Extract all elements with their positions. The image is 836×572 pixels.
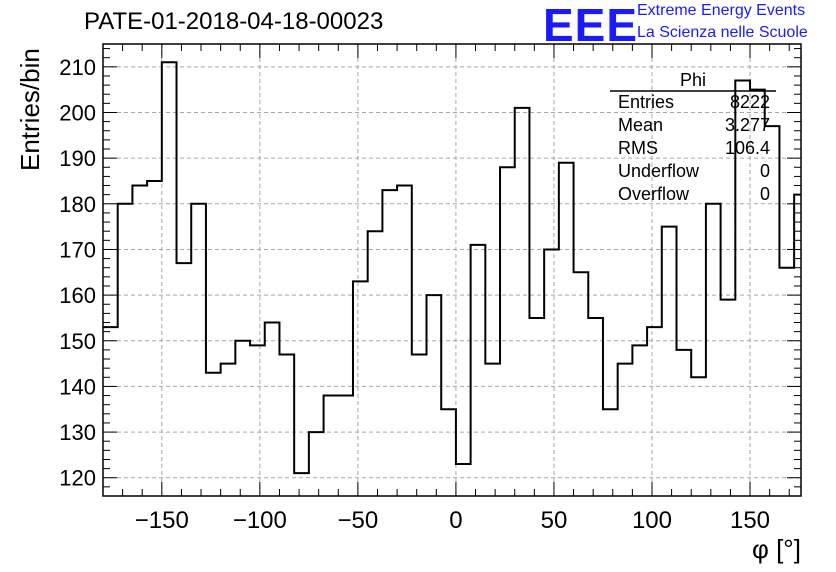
histogram-bin — [412, 354, 427, 496]
histogram-bin — [221, 364, 236, 496]
stats-key: Mean — [618, 115, 664, 135]
histogram-outline — [103, 61, 801, 475]
stats-value: 0 — [759, 184, 770, 204]
y-tick-label: 150 — [59, 329, 96, 354]
histogram-bin — [265, 323, 280, 496]
x-tick-label: 100 — [632, 507, 672, 534]
x-axis-label: φ [°] — [752, 534, 801, 564]
histogram-bin — [779, 268, 794, 496]
stats-key: RMS — [618, 138, 658, 158]
histogram-bin — [250, 345, 265, 496]
histogram-bin — [544, 249, 559, 496]
histogram-bin — [456, 464, 471, 496]
histogram-bin — [471, 245, 486, 496]
stats-value: 106.4 — [724, 138, 770, 158]
y-tick-label: 130 — [59, 420, 96, 445]
stats-title: Phi — [679, 70, 706, 90]
y-tick-label: 190 — [59, 146, 96, 171]
histogram-bin — [632, 345, 647, 496]
histogram-bin — [515, 108, 530, 496]
y-tick-label: 140 — [59, 374, 96, 399]
histogram-bin — [721, 300, 736, 496]
histogram-series — [103, 61, 801, 496]
plot-frame — [102, 43, 802, 497]
eee-logo: EEE — [543, 0, 639, 51]
stats-key: Overflow — [618, 184, 690, 204]
histogram-bin — [574, 272, 589, 496]
histogram-bin — [338, 396, 353, 496]
histogram-bin — [368, 231, 383, 496]
x-tick-label: 0 — [449, 507, 462, 534]
tick-labels: −150 −100 −50 0 50 100 150 120 130 140 150 160 170 18… — [59, 55, 770, 534]
histogram-bin — [706, 204, 721, 496]
logo-subtitle-1: Extreme Energy Events — [637, 2, 806, 19]
histogram-bin — [500, 167, 515, 496]
axes — [102, 43, 802, 497]
stats-value: 0 — [759, 161, 770, 181]
y-tick-label: 160 — [59, 283, 96, 308]
stats-key: Entries — [618, 92, 675, 112]
grid-lines — [103, 44, 801, 496]
histogram-bin — [382, 190, 397, 496]
y-tick-label: 170 — [59, 237, 96, 262]
x-tick-label: −100 — [233, 507, 287, 534]
x-tick-label: −50 — [338, 507, 379, 534]
y-tick-label: 120 — [59, 466, 96, 491]
histogram-bin — [353, 281, 368, 496]
histogram-bin — [559, 163, 574, 496]
histogram-bin — [676, 350, 691, 496]
histogram-bin — [427, 295, 442, 496]
histogram-bin — [294, 473, 309, 496]
x-tick-label: 150 — [730, 507, 770, 534]
histogram-bin — [309, 432, 324, 496]
logo-subtitle-2: La Scienza nelle Scuole — [637, 24, 808, 41]
histogram-bin — [177, 263, 192, 496]
y-tick-label: 200 — [59, 100, 96, 125]
histogram-bin — [103, 327, 118, 496]
y-tick-label: 180 — [59, 192, 96, 217]
y-axis-label: Entries/bin — [15, 48, 45, 171]
histogram-bin — [441, 409, 456, 496]
histogram-bin — [588, 318, 603, 496]
histogram-bin — [618, 364, 633, 496]
x-tick-label: 50 — [541, 507, 568, 534]
histogram-bin — [485, 364, 500, 496]
histogram-bin — [647, 327, 662, 496]
histogram-bin — [162, 62, 177, 496]
histogram-bin — [529, 318, 544, 496]
histogram-bin — [147, 181, 162, 496]
stats-key: Underflow — [618, 161, 700, 181]
y-tick-label: 210 — [59, 55, 96, 80]
histogram-bin — [603, 409, 618, 496]
histogram-bin — [118, 204, 133, 496]
histogram-bin — [324, 396, 339, 496]
histogram-bin — [191, 204, 206, 496]
histogram-bin — [279, 354, 294, 496]
histogram-bin — [235, 341, 250, 496]
stats-value: 3.277 — [724, 115, 770, 135]
stats-value: 8222 — [729, 92, 770, 112]
x-tick-label: −150 — [135, 507, 189, 534]
plot-title: PATE-01-2018-04-18-00023 — [84, 8, 384, 35]
histogram-bin — [662, 227, 677, 496]
